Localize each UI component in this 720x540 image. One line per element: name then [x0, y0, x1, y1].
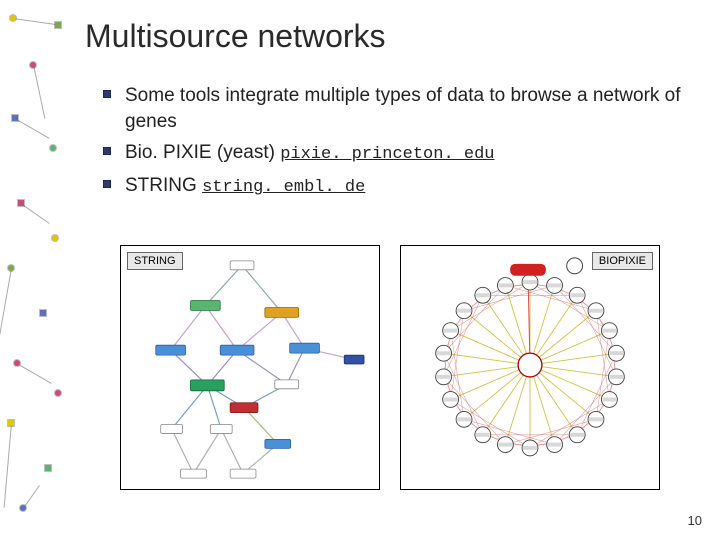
bullet-marker [103, 147, 111, 155]
figure-panels: STRING BIOPIXIE [120, 245, 660, 490]
page-number: 10 [688, 513, 702, 528]
bullet-prefix: STRING [125, 175, 202, 196]
bullet-item: STRING string. embl. de [103, 173, 695, 200]
biopixie-network-panel: BIOPIXIE [400, 245, 660, 490]
bullet-marker [103, 180, 111, 188]
bullet-link: pixie. princeton. edu [280, 145, 494, 164]
bullet-list: Some tools integrate multiple types of d… [103, 83, 695, 200]
slide-content: Multisource networks Some tools integrat… [85, 18, 695, 206]
bullet-item: Some tools integrate multiple types of d… [103, 83, 695, 134]
bullet-item: Bio. PIXIE (yeast) pixie. princeton. edu [103, 140, 695, 167]
biopixie-network-svg [401, 246, 659, 489]
panel-label-string: STRING [127, 252, 183, 270]
bullet-prefix: Bio. PIXIE (yeast) [125, 142, 280, 163]
bullet-marker [103, 90, 111, 98]
panel-label-biopixie: BIOPIXIE [592, 252, 653, 270]
bullet-text: STRING string. embl. de [125, 173, 365, 200]
string-network-panel: STRING [120, 245, 380, 490]
bullet-text: Bio. PIXIE (yeast) pixie. princeton. edu [125, 140, 494, 167]
bullet-text: Some tools integrate multiple types of d… [125, 83, 695, 134]
string-network-svg [121, 246, 379, 489]
decorative-sidebar [0, 0, 70, 540]
slide-title: Multisource networks [85, 18, 695, 55]
bullet-link: string. embl. de [202, 178, 365, 197]
